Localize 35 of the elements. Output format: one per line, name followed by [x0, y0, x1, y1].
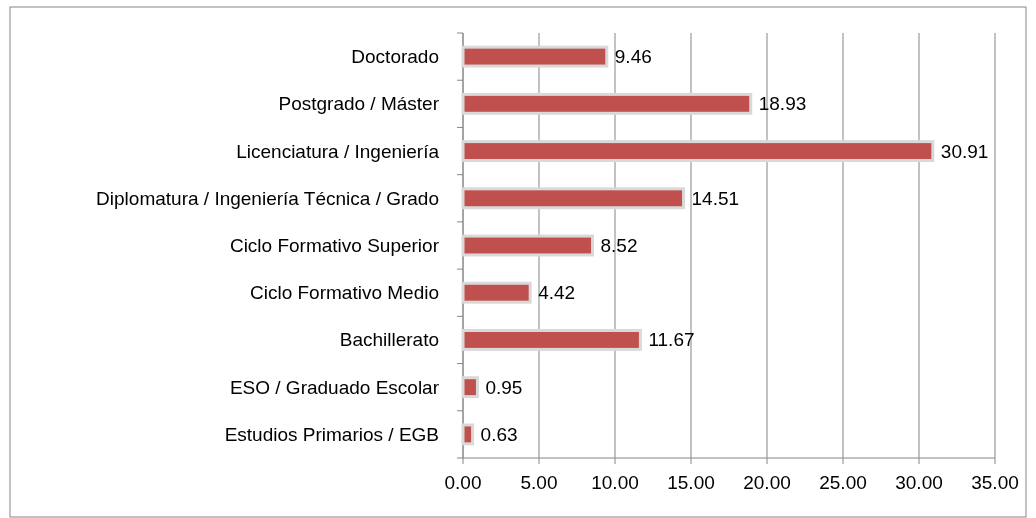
bar [461, 45, 609, 68]
bar [461, 423, 475, 446]
data-label: 14.51 [691, 187, 740, 209]
y-tick-label: Estudios Primarios / EGB [224, 423, 439, 445]
y-tick-label: Diplomatura / Ingeniería Técnica / Grado [96, 187, 439, 209]
bar [461, 187, 686, 210]
x-tick-label: 25.00 [819, 471, 867, 493]
bar [461, 281, 532, 304]
y-tick-label: Doctorado [351, 46, 439, 68]
data-label: 0.63 [480, 423, 518, 445]
data-label: 9.46 [614, 46, 652, 68]
x-tick-label: 10.00 [591, 471, 639, 493]
y-tick-label: Postgrado / Máster [278, 93, 440, 115]
x-tick-label: 35.00 [971, 471, 1019, 493]
y-tick-label: Bachillerato [339, 329, 439, 351]
bar [461, 376, 479, 399]
bar [461, 234, 594, 257]
data-label: 30.91 [940, 140, 989, 162]
data-label: 0.95 [485, 376, 523, 398]
x-tick-label: 30.00 [895, 471, 943, 493]
x-tick-label: 0.00 [444, 471, 482, 493]
bar [461, 92, 753, 115]
data-label: 8.52 [600, 235, 638, 256]
x-tick-label: 5.00 [520, 471, 558, 493]
y-tick-label: ESO / Graduado Escolar [229, 376, 440, 398]
bar [461, 140, 935, 162]
data-label: 18.93 [758, 93, 807, 115]
bar [461, 329, 642, 351]
data-label: 11.67 [648, 329, 695, 351]
y-tick-label: Ciclo Formativo Superior [229, 235, 440, 256]
x-tick-label: 20.00 [743, 471, 791, 493]
y-tick-label: Ciclo Formativo Medio [250, 282, 439, 304]
x-tick-label: 15.00 [667, 471, 715, 493]
y-tick-label: Licenciatura / Ingeniería [236, 140, 440, 162]
data-label: 4.42 [538, 282, 576, 304]
